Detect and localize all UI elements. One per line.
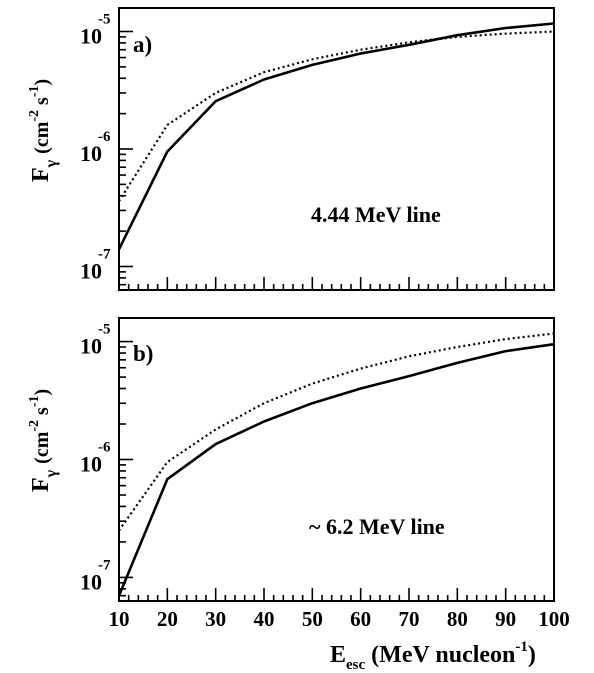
y-label-main: F (28, 477, 54, 492)
svg-text:Fγ(cm-2 s-1): Fγ (cm-2 s-1) (27, 79, 60, 182)
x-tick-label: 80 (447, 607, 468, 631)
x-label-sup: -1 (515, 639, 528, 655)
panel-a-series-dotted-line (118, 30, 555, 202)
x-tick-label: 100 (538, 607, 570, 631)
panel-b-series-dotted-line (118, 332, 555, 532)
y-label-sub: γ (43, 469, 60, 478)
panel-b-series-solid-line (117, 342, 555, 597)
panel-b-frame (118, 317, 555, 602)
y-label-units-close: ) (31, 389, 53, 396)
panel-a-ticks (118, 30, 555, 290)
panel-a-series (117, 22, 555, 250)
x-label-main: E (330, 642, 346, 668)
panel-b-y-tick-labels: 10-710-610-5 (80, 322, 111, 595)
y-label-units-s: s (31, 407, 53, 420)
panel-b-label: b) (133, 341, 153, 366)
y-label-units-exp2: -1 (27, 396, 42, 408)
panel-b-series (117, 332, 555, 597)
panel-b-ticks (118, 340, 555, 601)
y-label-units-open: (cm (31, 121, 53, 154)
panel-a-y-tick-label-exp: -6 (98, 129, 111, 145)
panel-a-series-solid-line (117, 22, 555, 250)
panel-a-y-tick-labels: 10-710-610-5 (80, 12, 111, 284)
panel-b-y-tick-label-exp: -5 (98, 322, 111, 338)
x-axis-label: Eesc (MeV nucleon-1) (330, 639, 536, 673)
y-label-units-exp2: -1 (27, 86, 42, 98)
x-tick-labels: 10 20 30 40 50 60 70 80 90 100 (109, 607, 570, 631)
panel-b-y-axis-label: Fγ (cm-2 s-1) (27, 389, 60, 492)
panel-a-y-tick-label-exp: -7 (98, 247, 111, 263)
panel-b-y-tick-label-exp: -6 (98, 440, 111, 456)
panel-a-y-tick-label-exp: -5 (98, 12, 111, 28)
x-tick-label: 50 (302, 607, 323, 631)
x-tick-label: 30 (205, 607, 226, 631)
x-label-rest: (MeV nucleon (365, 642, 515, 668)
panel-b-y-tick-label-exp: -7 (98, 557, 111, 573)
panel-a: a) 4.44 MeV line 10-710-610-5 Fγ(cm-2 s-… (27, 7, 555, 291)
x-tick-label: 90 (495, 607, 516, 631)
y-label-sub: γ (43, 159, 60, 168)
panel-b: b) ~ 6.2 MeV line 10-710-610-5 Fγ(cm-2 s… (27, 317, 555, 602)
y-label-units-open: (cm (31, 431, 53, 464)
y-label-units-close: ) (31, 79, 53, 86)
x-tick-label: 70 (399, 607, 420, 631)
panel-a-y-tick-label-base: 10 (80, 24, 102, 49)
panel-a-annotation: 4.44 MeV line (311, 202, 441, 227)
panel-a-y-tick-label-base: 10 (80, 259, 102, 284)
y-label-units-s: s (31, 97, 53, 110)
x-tick-label: 60 (350, 607, 371, 631)
panel-a-y-tick-label-base: 10 (80, 141, 102, 166)
x-tick-label: 20 (157, 607, 178, 631)
x-label-end: ) (528, 642, 536, 668)
panel-b-y-tick-label-base: 10 (80, 452, 102, 477)
svg-text:Fγ(cm-2 s-1): Fγ (cm-2 s-1) (27, 389, 60, 492)
y-label-units-exp1: -2 (27, 110, 42, 122)
x-label-sub: esc (346, 657, 365, 673)
panel-a-frame (118, 7, 555, 291)
panel-b-y-tick-label-base: 10 (80, 569, 102, 594)
panel-a-y-axis-label: Fγ (cm-2 s-1) (27, 79, 60, 182)
y-label-main: F (28, 167, 54, 182)
x-tick-label: 10 (109, 607, 130, 631)
panel-b-annotation: ~ 6.2 MeV line (309, 514, 445, 539)
panel-a-label: a) (133, 32, 152, 57)
x-tick-label: 40 (254, 607, 275, 631)
panel-b-y-tick-label-base: 10 (80, 334, 102, 359)
y-label-units-exp1: -2 (27, 420, 42, 432)
